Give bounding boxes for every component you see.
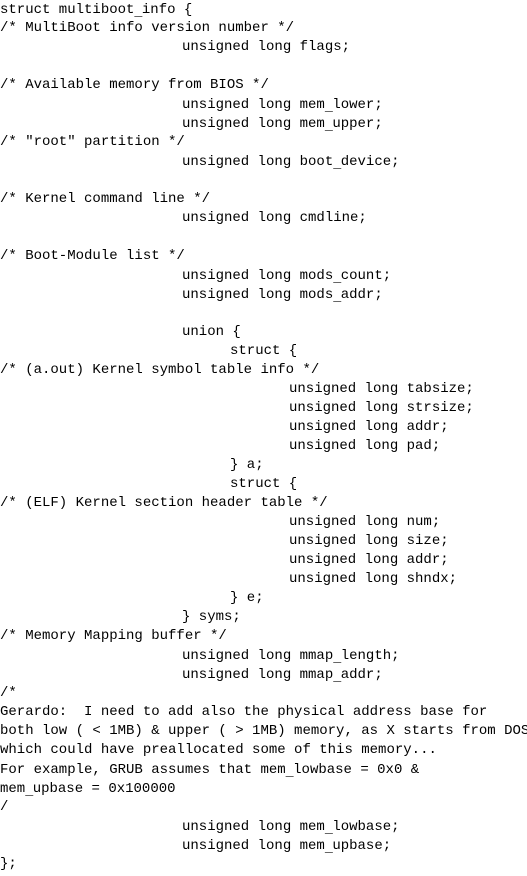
code-line: [0, 228, 527, 247]
code-line: unsigned long mem_upper;: [0, 114, 527, 133]
code-line: [0, 171, 527, 190]
code-line: unsigned long mem_lower;: [0, 95, 527, 114]
code-line: Gerardo: I need to add also the physical…: [0, 703, 527, 722]
code-line: For example, GRUB assumes that mem_lowba…: [0, 760, 527, 779]
code-line: which could have preallocated some of th…: [0, 741, 527, 760]
code-line: unsigned long flags;: [0, 38, 527, 57]
code-line: /* MultiBoot info version number */: [0, 19, 527, 38]
code-line: };: [0, 855, 527, 874]
code-line: unsigned long mmap_length;: [0, 646, 527, 665]
code-line: /* (ELF) Kernel section header table */: [0, 494, 527, 513]
code-line: /* (a.out) Kernel symbol table info */: [0, 361, 527, 380]
code-line: /*: [0, 684, 527, 703]
code-line: unsigned long mmap_addr;: [0, 665, 527, 684]
code-line: struct {: [0, 475, 527, 494]
code-line: struct multiboot_info {: [0, 0, 527, 19]
code-line: unsigned long mem_upbase;: [0, 836, 527, 855]
code-line: } syms;: [0, 608, 527, 627]
code-line: } a;: [0, 456, 527, 475]
code-line: unsigned long mods_addr;: [0, 285, 527, 304]
code-line: unsigned long strsize;: [0, 399, 527, 418]
code-line: [0, 304, 527, 323]
code-listing: struct multiboot_info {/* MultiBoot info…: [0, 0, 527, 874]
code-line: unsigned long cmdline;: [0, 209, 527, 228]
code-line: /: [0, 798, 527, 817]
code-line: both low ( < 1MB) & upper ( > 1MB) memor…: [0, 722, 527, 741]
code-line: /* "root" partition */: [0, 133, 527, 152]
code-line: unsigned long boot_device;: [0, 152, 527, 171]
code-line: unsigned long size;: [0, 532, 527, 551]
code-line: unsigned long mem_lowbase;: [0, 817, 527, 836]
code-line: unsigned long tabsize;: [0, 380, 527, 399]
code-line: unsigned long num;: [0, 513, 527, 532]
code-line: [0, 57, 527, 76]
code-line: unsigned long addr;: [0, 418, 527, 437]
code-line: mem_upbase = 0x100000: [0, 779, 527, 798]
code-line: /* Kernel command line */: [0, 190, 527, 209]
code-line: unsigned long pad;: [0, 437, 527, 456]
code-line: unsigned long mods_count;: [0, 266, 527, 285]
code-line: struct {: [0, 342, 527, 361]
code-line: /* Available memory from BIOS */: [0, 76, 527, 95]
code-line: union {: [0, 323, 527, 342]
code-line: unsigned long addr;: [0, 551, 527, 570]
code-line: /* Memory Mapping buffer */: [0, 627, 527, 646]
code-line: } e;: [0, 589, 527, 608]
code-line: unsigned long shndx;: [0, 570, 527, 589]
code-line: /* Boot-Module list */: [0, 247, 527, 266]
